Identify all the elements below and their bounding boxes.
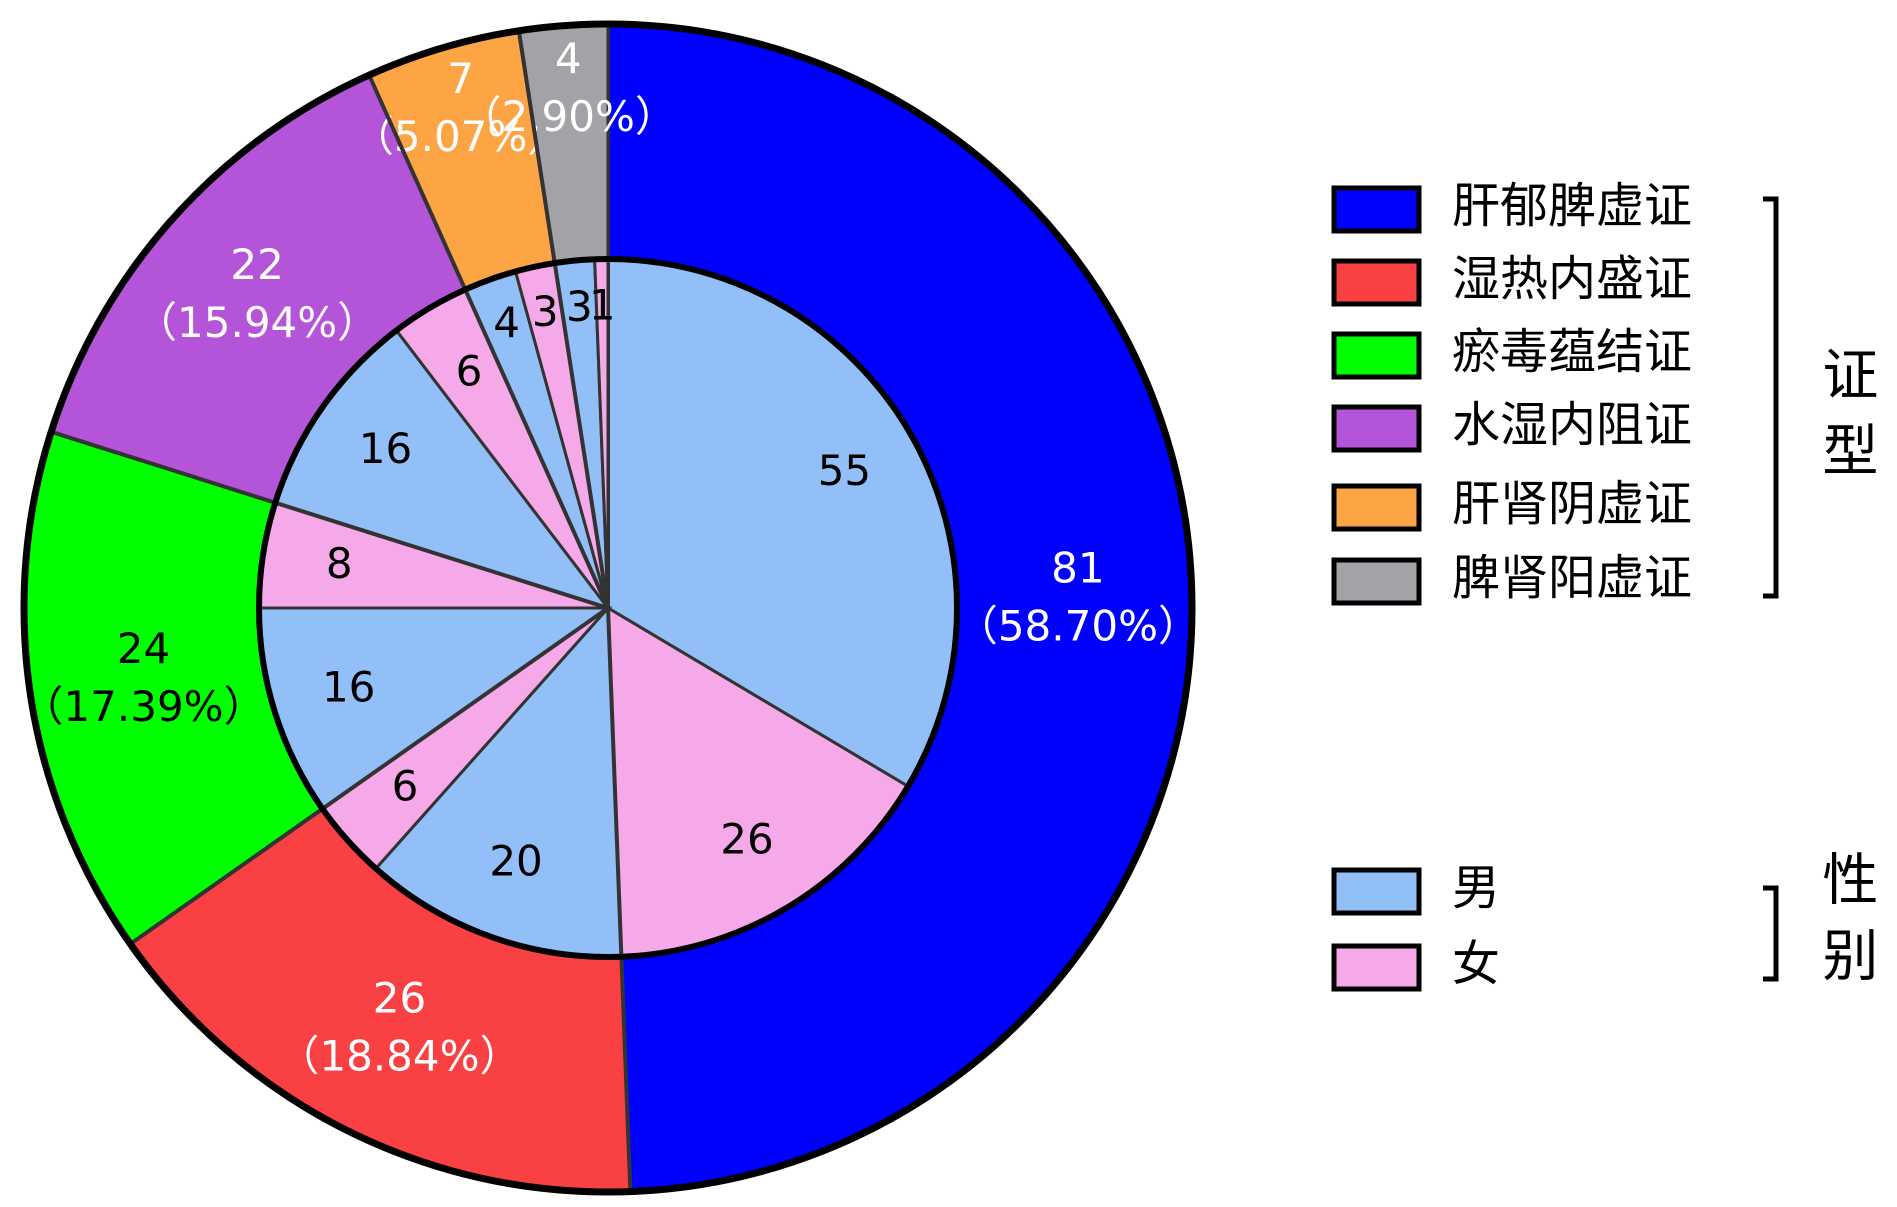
legend-swatch <box>1331 331 1422 380</box>
legend-label: 女 <box>1452 936 1500 992</box>
inner-value-label: 3 <box>532 287 559 336</box>
legend-swatch <box>1331 557 1422 606</box>
legend-label: 男 <box>1452 860 1500 916</box>
outer-percent-label: （17.39%） <box>21 682 265 731</box>
outer-percent-label: （15.94%） <box>135 298 379 347</box>
inner-value-label: 55 <box>818 446 871 495</box>
inner-border <box>256 256 960 960</box>
legend-label: 水湿内阻证 <box>1452 397 1692 453</box>
inner-value-label: 16 <box>322 663 375 712</box>
outer-value-label: 24 <box>117 624 170 673</box>
inner-value-label: 20 <box>489 836 542 885</box>
legend-swatch <box>1331 867 1422 916</box>
slice-divider <box>516 30 610 609</box>
legend-label: 瘀毒蕴结证 <box>1452 324 1692 380</box>
slice-divider <box>606 607 633 1192</box>
outer-border <box>20 20 1196 1196</box>
legend-bracket <box>1763 196 1779 599</box>
outer-value-label: 81 <box>1051 543 1104 592</box>
outer-value-label: 7 <box>447 54 474 103</box>
inner-value-label: 6 <box>392 761 419 810</box>
legend-group-title: 证型 <box>1813 345 1878 497</box>
legend-swatch <box>1331 258 1422 307</box>
legend-label: 肝肾阴虚证 <box>1452 476 1692 532</box>
legend-group-title: 性别 <box>1813 850 1878 1002</box>
inner-value-label: 1 <box>589 281 616 330</box>
outer-value-label: 26 <box>373 974 426 1023</box>
outer-value-label: 22 <box>230 240 283 289</box>
slice-divider <box>129 606 610 946</box>
outer-percent-label: （18.84%） <box>277 1032 521 1081</box>
slice-divider <box>367 74 610 609</box>
legend-label: 湿热内盛证 <box>1452 251 1692 307</box>
inner-value-label: 3 <box>566 282 593 331</box>
inner-value-label: 6 <box>456 347 483 396</box>
legend-label: 脾肾阳虚证 <box>1452 550 1692 606</box>
legend-swatch <box>1331 483 1422 532</box>
inner-value-label: 26 <box>720 814 773 863</box>
legend-swatch <box>1331 185 1422 234</box>
legend-bracket <box>1763 885 1779 982</box>
outer-percent-label: （2.90%） <box>459 92 676 141</box>
inner-value-label: 16 <box>359 424 412 473</box>
outer-percent-label: （58.70%） <box>956 601 1200 650</box>
inner-value-label: 8 <box>326 539 353 588</box>
inner-value-label: 4 <box>493 298 520 347</box>
legend-label: 肝郁脾虚证 <box>1452 178 1692 234</box>
outer-value-label: 4 <box>555 34 582 83</box>
slice-divider <box>50 429 609 610</box>
legend-swatch <box>1331 943 1422 992</box>
legend-swatch <box>1331 404 1422 453</box>
